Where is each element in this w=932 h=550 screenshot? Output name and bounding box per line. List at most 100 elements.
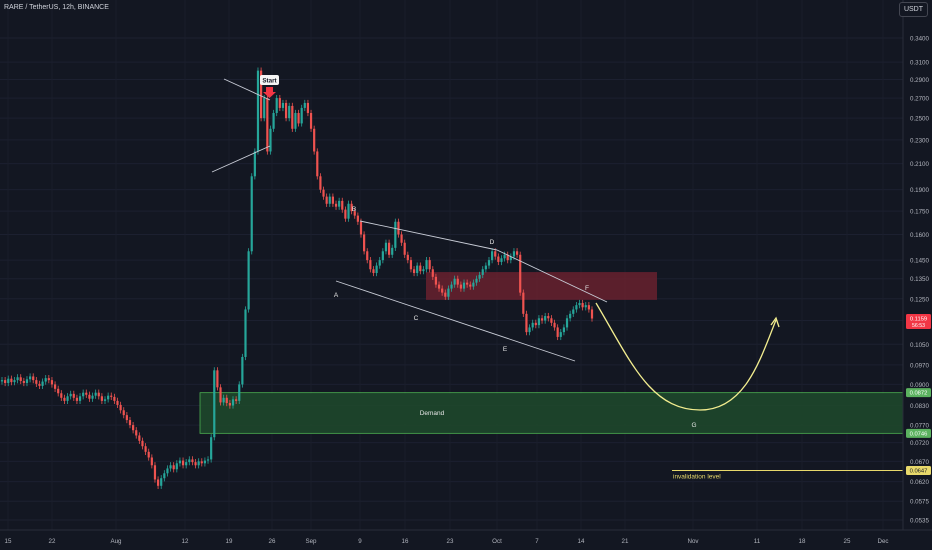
candle-body [416,265,419,274]
candle-body [57,388,60,394]
candle-body [50,380,54,385]
wave-label: F [585,285,589,292]
candle-body [88,394,91,399]
candle-body [462,282,466,289]
price-tick-label: 0.2500 [910,116,929,123]
candle-body [222,397,225,403]
time-tick-label: Dec [877,538,888,545]
candle-body [550,318,553,323]
candle-body [85,392,88,395]
candle-body [453,278,456,285]
candle-body [147,451,150,458]
candle-body [519,254,522,293]
candle-body [537,318,541,326]
candle-body [138,435,141,441]
candle-body [266,98,269,152]
candle-body [166,468,169,474]
start-label-bg [260,75,279,85]
price-badge [906,465,931,475]
candle-body [456,278,459,285]
candle-body [319,176,322,190]
time-tick-label: 15 [5,538,12,545]
candle-body [38,383,41,386]
pattern-line [496,249,608,303]
candle-body [225,397,228,404]
candle-body [384,242,388,252]
candle-body [534,322,537,326]
candle-body [444,292,447,297]
price-badge-countdown: 56:53 [912,323,925,329]
candle-body [403,242,406,255]
candle-body [378,260,381,266]
candle-body [41,381,44,386]
candle-body [22,380,25,383]
price-tick-label: 0.0575 [910,499,929,506]
candle-body [107,395,110,400]
candle-body [475,278,478,283]
price-tick-label: 0.0720 [910,440,929,447]
candle-body [353,211,356,216]
candle-body [291,105,294,129]
candle-body [309,112,313,129]
candle-body [334,203,338,207]
candle-body [441,288,444,293]
candle-body [447,288,450,297]
candle-body [437,284,441,289]
candle-body [556,327,559,337]
price-tick-label: 0.0620 [910,479,929,486]
candle-body [75,397,79,401]
candle-body [100,396,103,401]
candle-body [241,356,244,385]
candle-body [569,313,572,319]
price-tick-label: 0.0830 [910,403,929,410]
candle-body [178,460,182,464]
currency-button[interactable]: USDT [898,2,928,17]
price-tick-label: 0.1250 [910,296,929,303]
candle-body [25,379,29,383]
price-tick-label: 0.1750 [910,209,929,216]
candle-body [47,378,50,381]
candle-body [113,396,116,401]
candle-body [275,98,278,113]
price-tick-label: 0.0670 [910,459,929,466]
candle-body [284,102,288,119]
candle-body [278,98,281,108]
time-tick-label: 23 [447,538,454,545]
candle-body [53,384,57,389]
candle-body [206,459,210,461]
candle-body [288,105,291,119]
time-tick-label: 16 [402,538,409,545]
candle-body [228,403,231,406]
candle-body [91,395,94,399]
candle-body [515,251,519,255]
time-tick-label: Nov [687,538,699,545]
candle-body [450,284,453,289]
candle-body [422,269,425,272]
candle-body [110,395,113,397]
candle-body [97,392,100,397]
candle-body [350,203,353,212]
candle-body [256,70,260,152]
candle-body [565,318,569,328]
price-zones: Demand invalidation level [199,272,904,480]
candle-body [397,221,400,235]
candle-body [500,258,503,262]
price-tick-label: 0.3400 [910,36,929,43]
pattern-line [359,220,498,251]
price-tick-label: 0.0770 [910,423,929,430]
demand-zone [199,392,904,434]
candle-body [544,316,547,321]
candle-body [119,404,122,411]
time-tick-label: 9 [358,538,362,545]
candle-body [238,384,241,401]
price-badge [906,428,931,438]
candle-body [294,112,297,129]
candle-body [540,318,544,321]
price-axis: 0.3400 0.3100 0.2900 0.2700 0.2500 0.2300 0.21… [902,0,932,530]
candle-body [269,128,272,152]
candle-body [219,387,222,403]
candle-body [7,378,10,383]
candle-body [0,380,4,382]
price-tick-label: 0.2700 [910,96,929,103]
